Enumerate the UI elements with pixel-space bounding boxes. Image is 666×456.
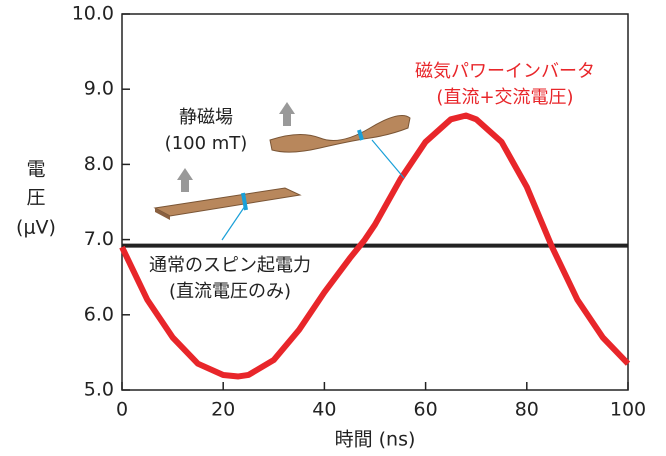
annotation: 静磁場 <box>179 107 233 128</box>
x-tick-label: 0 <box>116 399 128 421</box>
y-tick-label: 5.0 <box>84 379 114 401</box>
y-tick-label: 8.0 <box>84 153 114 175</box>
y-tick-label: 7.0 <box>84 228 114 250</box>
y-axis-label: 圧 <box>26 187 45 209</box>
annotation: 通常のスピン起電力 <box>149 255 311 276</box>
y-tick-label: 6.0 <box>84 303 114 325</box>
chart: 5.0 6.0 7.0 8.0 9.0 10.0 0 20 40 60 80 100 磁気パワーインバ… <box>0 0 666 456</box>
annotation: 磁気パワーインバータ <box>415 61 595 82</box>
x-tick-label: 60 <box>414 399 438 421</box>
y-axis-label: 電 <box>26 159 45 181</box>
x-tick-label: 80 <box>515 399 539 421</box>
x-tick-label: 20 <box>211 399 235 421</box>
x-axis-label: 時間 (ns) <box>335 429 416 451</box>
annotation: (直流+交流電圧) <box>436 87 573 108</box>
x-tick-label: 100 <box>610 399 646 421</box>
y-axis-label: (μV) <box>16 217 56 239</box>
y-tick-label: 9.0 <box>84 78 114 100</box>
x-tick-label: 40 <box>312 399 336 421</box>
annotation: (100 mT) <box>165 133 248 154</box>
y-tick-label: 10.0 <box>72 3 114 25</box>
annotation: (直流電圧のみ) <box>169 281 291 302</box>
